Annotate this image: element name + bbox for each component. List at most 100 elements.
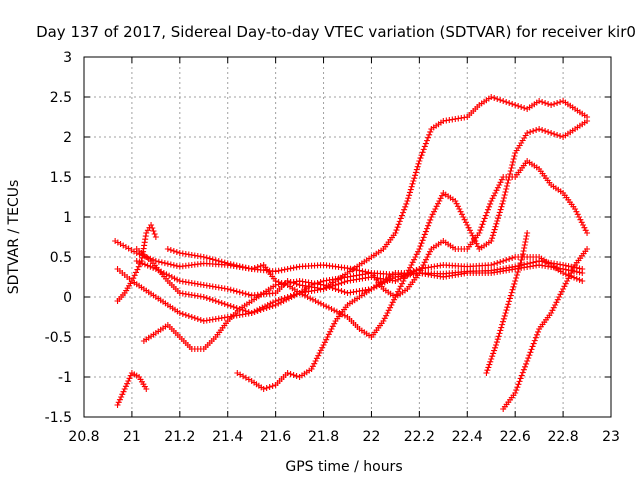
data-point [141,261,148,268]
data-point [510,156,517,162]
data-point [549,307,556,314]
data-point [260,386,267,392]
data-point [454,203,461,210]
data-point [520,248,527,254]
data-point [506,174,513,180]
data-point [133,269,140,276]
data-point [316,350,323,356]
data-point [315,299,322,306]
data-point [266,384,273,390]
data-point [566,272,573,279]
data-point [245,291,252,298]
data-point [275,297,282,303]
data-point [392,294,399,300]
data-point [500,258,507,264]
data-point [551,101,558,107]
data-point [507,168,514,174]
data-point [489,235,496,242]
data-point [130,275,137,282]
data-point [124,380,131,387]
data-point [312,358,319,364]
data-point [254,307,261,314]
data-point [384,310,391,316]
data-point [206,296,213,302]
data-point [125,378,132,384]
data-point [200,254,207,260]
data-point [122,244,129,250]
data-point [409,180,416,187]
data-point [149,225,156,231]
data-point [257,263,264,269]
data-point [552,302,559,308]
data-point [422,228,429,235]
data-point [499,318,506,325]
data-point [491,347,498,354]
data-point [557,99,564,105]
data-point [571,274,578,281]
data-point [515,266,522,272]
data-point [554,296,561,303]
data-point [524,130,531,136]
data-point [281,266,288,273]
data-point [176,310,183,316]
data-point [315,352,322,359]
data-point [497,259,504,265]
data-point [416,246,423,252]
data-point [269,299,276,306]
data-point [248,310,255,316]
data-point [174,276,181,283]
data-point [498,324,505,331]
data-point [333,308,340,315]
data-point [304,294,311,300]
data-point [420,146,427,153]
data-point [287,265,294,272]
data-point [506,100,513,106]
data-point [500,315,507,322]
x-tick-label: 22 [363,429,381,445]
data-point [408,262,415,268]
data-point [307,295,314,302]
data-point [508,165,515,171]
data-point [137,260,144,267]
data-point [564,278,571,284]
data-point [245,265,252,272]
data-point [545,101,552,107]
data-point [493,220,500,227]
data-point [509,162,516,168]
y-tick-label: -0.5 [45,330,72,346]
data-point [488,356,495,362]
data-point [206,255,213,262]
data-point [251,265,258,271]
data-point [532,334,539,341]
y-tick-label: -1 [58,370,72,386]
data-point [121,386,128,392]
x-tick-label: 21 [123,429,141,445]
data-point [182,312,189,318]
data-point [411,256,418,263]
data-point [542,128,549,134]
data-point [569,267,576,274]
data-point [488,198,495,204]
data-point [584,246,591,252]
data-point [506,298,513,305]
data-point [150,228,157,234]
grid [84,57,611,417]
data-point [499,200,506,207]
data-point [406,192,413,199]
data-point [458,211,465,218]
data-point [548,310,555,316]
data-point [230,287,237,294]
data-point [472,238,479,244]
data-point [173,262,180,269]
x-tick-label: 22.2 [404,429,435,445]
data-point [434,200,441,207]
data-point [518,104,525,110]
data-point [114,402,121,408]
data-point [170,262,177,269]
x-tick-label: 22.8 [548,429,579,445]
data-point [527,349,534,356]
data-point [309,363,316,370]
data-point [116,396,123,403]
data-point [505,177,512,183]
data-point [415,248,422,255]
